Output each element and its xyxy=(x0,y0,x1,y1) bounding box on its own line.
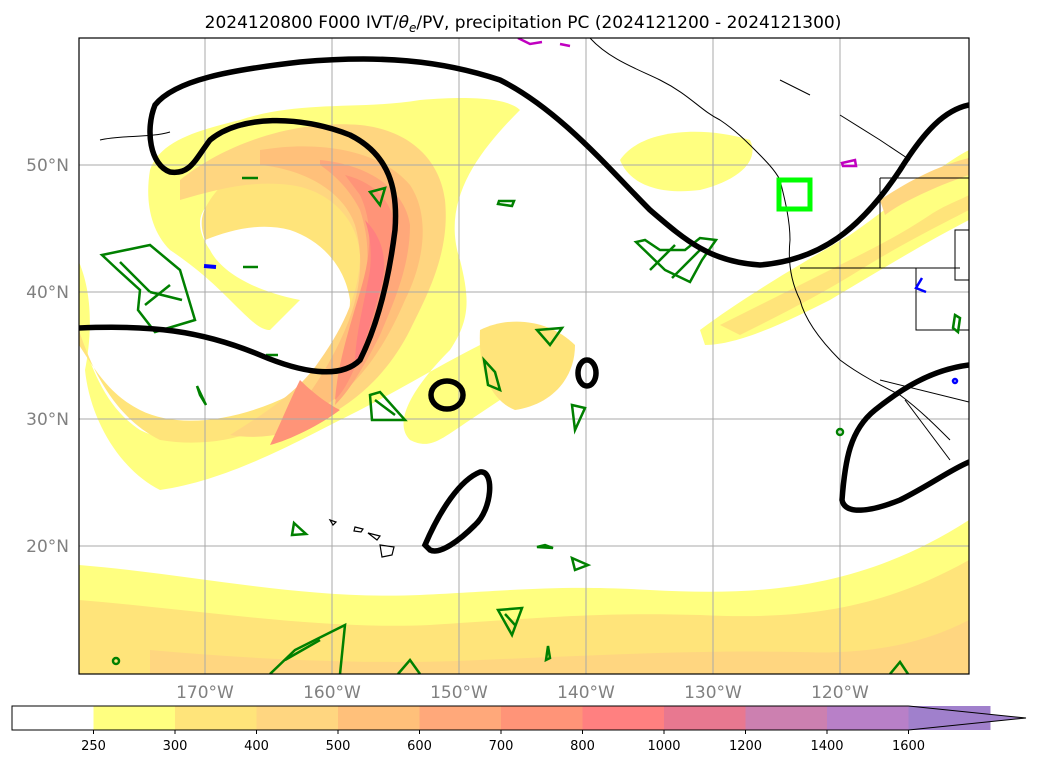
colorbar-tick-label: 1600 xyxy=(892,739,925,754)
lon-label: 130°W xyxy=(684,683,742,703)
hawaii-islands xyxy=(328,518,395,558)
colorbar-tick-label: 1400 xyxy=(810,739,843,754)
colorbar-tick-label: 1200 xyxy=(729,739,762,754)
colorbar-segment xyxy=(827,706,909,730)
colorbar-segment xyxy=(664,706,746,730)
colorbar-segment xyxy=(12,706,94,730)
lon-label: 160°W xyxy=(303,683,361,703)
precip-contours xyxy=(99,176,962,674)
colorbar-segment xyxy=(256,706,339,730)
misc-contours xyxy=(203,38,959,385)
graticule xyxy=(79,38,969,674)
highlight-box xyxy=(776,177,813,212)
map-frame xyxy=(78,37,970,675)
lon-label: 170°W xyxy=(176,683,234,703)
map-title: 2024120800 F000 IVT/θe/PV, precipitation… xyxy=(205,13,842,35)
lon-label: 150°W xyxy=(430,683,488,703)
lat-label: 50°N xyxy=(26,156,69,176)
pv-contours xyxy=(79,56,969,554)
lat-label: 20°N xyxy=(26,537,69,557)
colorbar-tick-label: 300 xyxy=(163,739,188,754)
map-panel xyxy=(79,38,969,674)
colorbar-segment xyxy=(93,706,176,730)
colorbar-segment xyxy=(175,706,257,730)
colorbar-segment xyxy=(338,706,420,730)
colorbar-tick-label: 1000 xyxy=(647,739,680,754)
colorbar-segment xyxy=(419,706,502,730)
lat-label: 30°N xyxy=(26,410,69,430)
colorbar-segment xyxy=(745,706,828,730)
lon-label: 120°W xyxy=(811,683,869,703)
colorbar-tick-label: 700 xyxy=(489,739,514,754)
lat-labels: 50°N 40°N 30°N 20°N xyxy=(26,156,69,557)
colorbar: 250 300 400 500 600 700 800 1000 1200 1400 1600 xyxy=(11,705,1027,754)
colorbar-tick-label: 400 xyxy=(244,739,269,754)
lat-label: 40°N xyxy=(26,283,69,303)
colorbar-tick-label: 250 xyxy=(81,739,106,754)
colorbar-tick-label: 500 xyxy=(326,739,351,754)
lon-label: 140°W xyxy=(557,683,615,703)
lon-labels: 170°W 160°W 150°W 140°W 130°W 120°W xyxy=(176,683,869,703)
colorbar-tick-label: 800 xyxy=(570,739,595,754)
colorbar-segment xyxy=(582,706,665,730)
colorbar-outline xyxy=(11,705,909,731)
colorbar-tick-label: 600 xyxy=(407,739,432,754)
colorbar-segment xyxy=(501,706,583,730)
ivt-shading xyxy=(79,98,969,674)
colorbar-extend-arrow xyxy=(908,705,1027,731)
